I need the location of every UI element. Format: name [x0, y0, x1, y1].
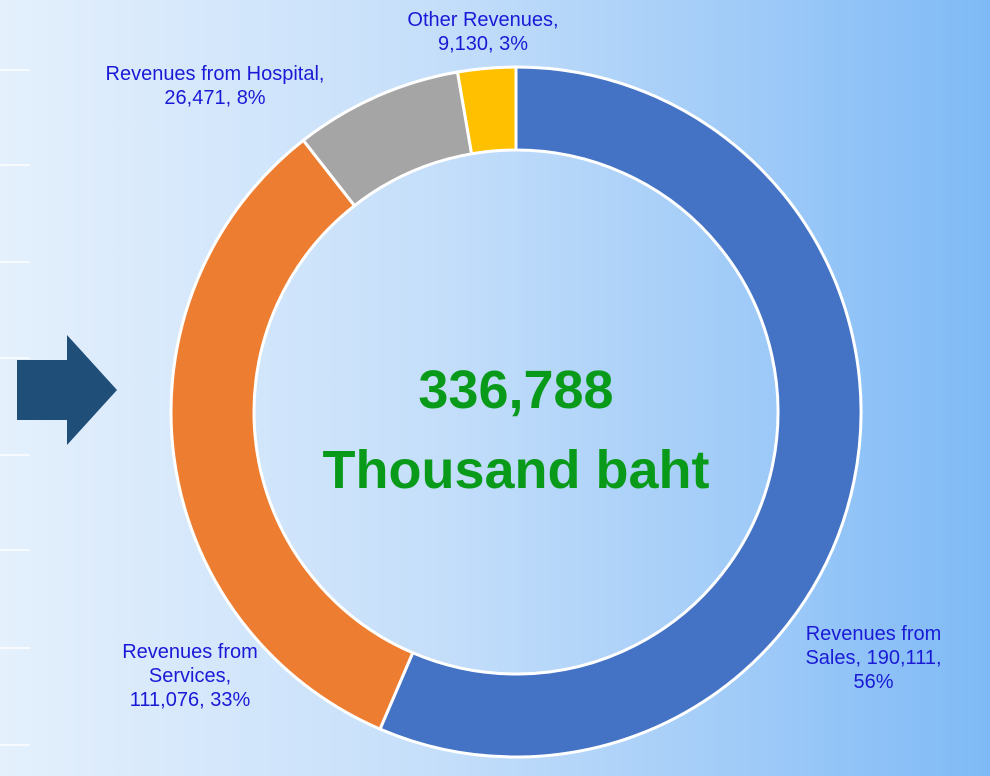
- label-percent: 3%: [499, 33, 529, 55]
- center-value: 336,788: [418, 360, 613, 420]
- slice: [455, 65, 518, 156]
- label-category: Other Revenues,: [407, 9, 559, 31]
- label-category: Revenues from Hospital,: [105, 63, 325, 85]
- label-value: 111,076,: [129, 689, 205, 711]
- label-percent: 8%: [236, 87, 266, 109]
- label-category: Revenues from Services,: [122, 641, 258, 687]
- decoration: [0, 69, 30, 746]
- data-label: Revenues from Sales, 190,111, 56%: [786, 622, 961, 694]
- label-value: 9,130,: [437, 33, 494, 55]
- label-value: 190,111,: [866, 647, 942, 669]
- label-category: Revenues from Sales,: [805, 623, 942, 669]
- data-label: Revenues from Hospital, 26,471, 8%: [80, 62, 350, 110]
- label-value: 26,471,: [164, 87, 232, 109]
- slice: [169, 138, 415, 732]
- slice: [378, 65, 863, 759]
- label-percent: 56%: [853, 671, 894, 693]
- slices: [169, 65, 863, 759]
- arrow: [17, 335, 117, 445]
- data-label: Revenues from Services, 111,076, 33%: [110, 640, 270, 712]
- data-label: Other Revenues, 9,130, 3%: [383, 8, 583, 56]
- label-percent: 33%: [210, 689, 251, 711]
- center-unit: Thousand baht: [323, 440, 710, 500]
